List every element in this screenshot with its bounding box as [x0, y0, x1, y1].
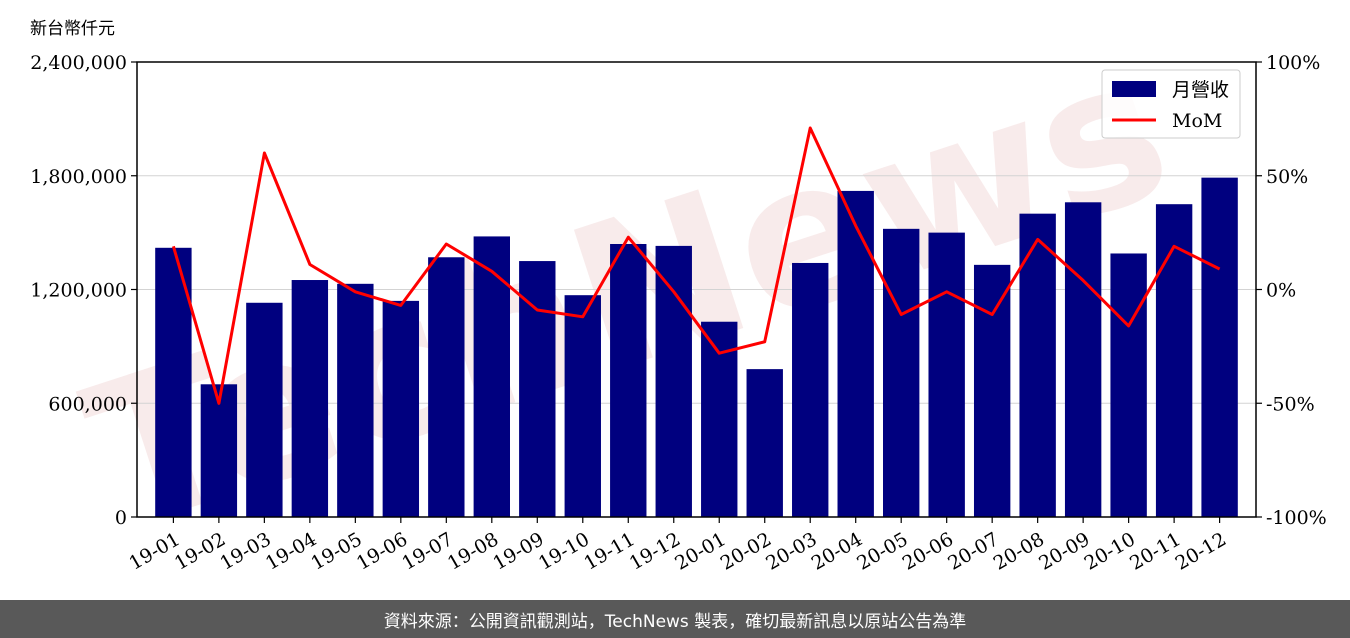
y-left-tick-label: 600,000	[48, 393, 127, 415]
bar-19-11	[610, 244, 647, 517]
y-right-tick-label: 100%	[1266, 52, 1320, 74]
bar-20-04	[837, 190, 874, 517]
y-left-tick-label: 0	[115, 507, 127, 529]
bar-20-11	[1155, 204, 1193, 517]
bar-19-06	[382, 300, 420, 517]
x-tick-label: 19-11	[580, 528, 638, 574]
x-tick-label: 19-10	[535, 528, 593, 574]
bar-20-12	[1201, 177, 1238, 518]
x-tick-label: 20-03	[762, 528, 820, 574]
y-left-tick-label: 2,400,000	[30, 52, 127, 74]
mom-line	[171, 126, 1221, 405]
revenue-chart: TechNews 0600,0001,200,0001,800,0002,400…	[30, 11, 1327, 577]
x-tick-label: 20-08	[990, 528, 1048, 574]
x-tick-label: 19-04	[262, 528, 320, 574]
bar-20-08	[1019, 213, 1056, 517]
bar-20-06	[928, 232, 965, 517]
x-tick-label: 20-01	[671, 528, 729, 574]
x-tick-label: 19-09	[489, 528, 547, 574]
bar-19-07	[428, 257, 465, 517]
x-tick-label: 20-02	[717, 528, 775, 574]
legend-line-label: MoM	[1172, 110, 1222, 132]
y-right-tick-label: -100%	[1266, 507, 1327, 529]
y-right-tick-label: 0%	[1266, 280, 1296, 302]
y-right-tick-label: -50%	[1266, 393, 1315, 415]
x-tick-label: 20-06	[899, 528, 957, 574]
legend-bar-swatch	[1112, 81, 1156, 97]
x-tick-label: 20-11	[1126, 528, 1184, 574]
bar-20-09	[1064, 202, 1102, 517]
legend: 月營收 MoM	[1101, 69, 1241, 139]
bar-20-03	[792, 262, 829, 517]
x-tick-label: 20-05	[853, 528, 911, 574]
x-tick-label: 20-07	[944, 528, 1002, 574]
x-tick-label: 20-10	[1081, 528, 1139, 574]
y-left-tick-label: 1,800,000	[30, 166, 127, 188]
y-axis-unit-label: 新台幣仟元	[30, 19, 115, 39]
x-tick-label: 20-09	[1035, 528, 1093, 574]
bar-20-10	[1110, 253, 1147, 517]
y-left-tick-label: 1,200,000	[30, 280, 127, 302]
bar-19-04	[291, 280, 329, 517]
bar-19-05	[337, 283, 374, 517]
x-tick-label: 19-08	[444, 528, 502, 574]
bar-20-02	[746, 369, 783, 517]
bar-19-09	[519, 261, 556, 517]
bar-19-03	[246, 302, 283, 517]
source-footer: 資料來源：公開資訊觀測站，TechNews 製表，確切最新訊息以原站公告為準	[0, 600, 1350, 638]
x-tick-label: 19-07	[398, 528, 456, 574]
bar-20-05	[883, 228, 920, 518]
y-right-tick-label: 50%	[1266, 166, 1308, 188]
bar-20-07	[973, 264, 1011, 517]
bar-19-10	[564, 295, 601, 517]
x-tick-label: 20-04	[808, 528, 866, 574]
x-tick-label: 20-12	[1172, 528, 1230, 574]
bar-19-02	[200, 384, 238, 517]
bar-19-08	[473, 236, 510, 517]
x-tick-label: 19-06	[353, 528, 411, 574]
x-tick-label: 19-12	[626, 528, 684, 574]
x-tick-label: 19-05	[307, 528, 365, 574]
legend-bar-label: 月營收	[1172, 79, 1229, 101]
line-series	[171, 126, 1221, 405]
bar-19-12	[655, 245, 692, 518]
footer-text: 資料來源：公開資訊觀測站，TechNews 製表，確切最新訊息以原站公告為準	[383, 611, 967, 632]
